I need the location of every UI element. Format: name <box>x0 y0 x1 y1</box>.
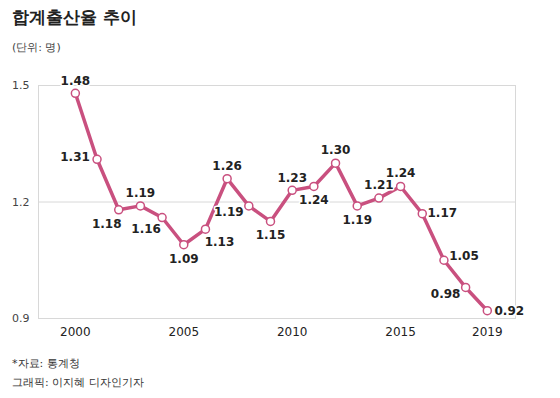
svg-text:1.24: 1.24 <box>299 193 329 207</box>
html-text:*자료: 통계청: *자료: 통계청 <box>12 357 80 370</box>
svg-text:1.21: 1.21 <box>364 178 394 192</box>
svg-text:2019: 2019 <box>472 325 503 339</box>
svg-text:1.13: 1.13 <box>205 235 235 249</box>
svg-text:1.09: 1.09 <box>169 252 199 266</box>
svg-text:1.18: 1.18 <box>92 217 122 231</box>
svg-text:1.19: 1.19 <box>126 186 156 200</box>
html-text:합계출산율 추이: 합계출산율 추이 <box>12 7 137 27</box>
svg-text:1.17: 1.17 <box>427 206 457 220</box>
svg-text:1.16: 1.16 <box>131 222 161 236</box>
svg-text:2005: 2005 <box>168 325 199 339</box>
svg-text:2010: 2010 <box>277 325 308 339</box>
svg-text:2015: 2015 <box>385 325 416 339</box>
svg-text:1.24: 1.24 <box>386 166 416 180</box>
html-text:(단위: 명): (단위: 명) <box>12 41 61 54</box>
svg-text:1.23: 1.23 <box>277 171 307 185</box>
svg-text:1.30: 1.30 <box>321 143 351 157</box>
svg-text:1.2: 1.2 <box>12 196 30 209</box>
svg-text:2000: 2000 <box>60 325 91 339</box>
svg-text:1.19: 1.19 <box>214 205 244 219</box>
html-text:그래픽: 이지혜 디자인기자: 그래픽: 이지혜 디자인기자 <box>12 376 144 389</box>
svg-text:1.31: 1.31 <box>60 150 90 164</box>
svg-text:1.26: 1.26 <box>212 159 242 173</box>
svg-text:1.05: 1.05 <box>449 249 479 263</box>
svg-text:0.98: 0.98 <box>431 287 461 301</box>
svg-text:1.5: 1.5 <box>12 79 30 92</box>
svg-text:1.48: 1.48 <box>61 74 91 88</box>
svg-text:1.15: 1.15 <box>256 228 286 242</box>
svg-text:0.92: 0.92 <box>495 304 525 318</box>
svg-text:1.19: 1.19 <box>342 213 372 227</box>
svg-text:0.9: 0.9 <box>12 312 30 325</box>
